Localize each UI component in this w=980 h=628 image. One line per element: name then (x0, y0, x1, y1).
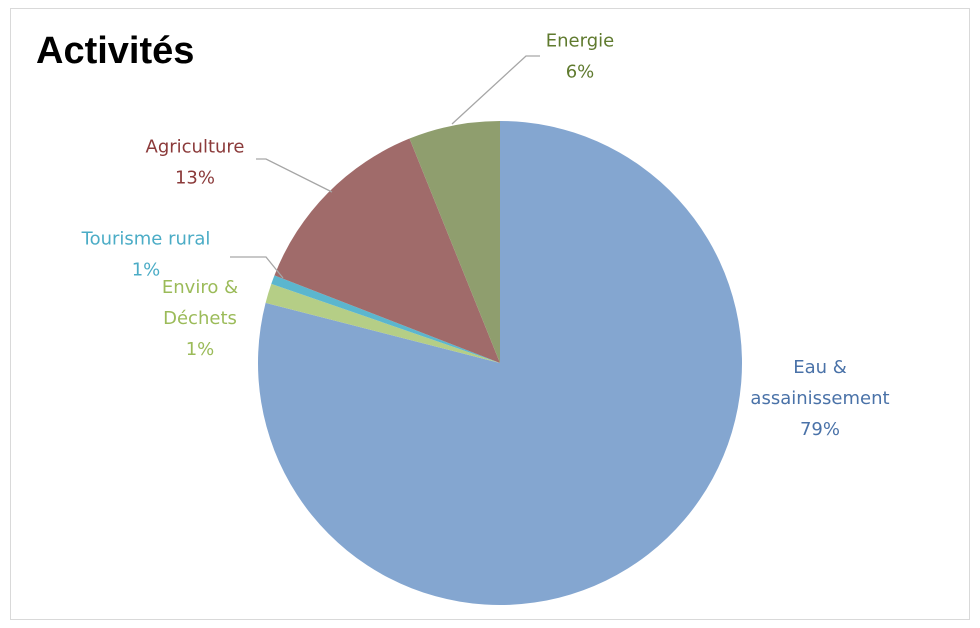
slice-label: Agriculture 13% (146, 137, 245, 189)
slice-label: Tourisme rural 1% (81, 229, 211, 281)
slice-label: Eau & assainissement 79% (750, 357, 889, 440)
leader-line (451, 55, 540, 125)
slice-labels: Eau & assainissement 79%Enviro & Déchets 1%T… (81, 31, 890, 441)
leader-lines (230, 55, 540, 279)
slice-label-line: 6% (566, 62, 595, 83)
slice-label-line: Enviro & (162, 277, 238, 298)
pie-slice-eau-assainissement (258, 121, 742, 605)
slice-label: Enviro & Déchets 1% (162, 277, 238, 360)
slice-label-line: Agriculture (146, 137, 245, 158)
slice-label-line: Tourisme rural (81, 229, 211, 250)
pie-slice-enviro-déchets (265, 283, 500, 363)
slice-label-line: 1% (132, 260, 161, 281)
pie-slice-energie (409, 121, 500, 363)
pie-slice-tourisme-rural (271, 275, 500, 363)
slice-label-line: 1% (186, 339, 215, 360)
pie-slice-agriculture (274, 138, 500, 363)
slice-label-line: assainissement (750, 388, 889, 409)
slice-label-line: 79% (800, 419, 840, 440)
slice-label-line: Eau & (793, 357, 847, 378)
slice-label: Energie 6% (546, 31, 614, 83)
slice-label-line: Déchets (163, 308, 237, 329)
chart-title: Activités (36, 30, 195, 72)
slice-label-line: 13% (175, 168, 215, 189)
slice-label-line: Energie (546, 31, 614, 52)
leader-line (256, 158, 333, 193)
pie-slices (258, 121, 742, 605)
leader-line (230, 256, 284, 279)
